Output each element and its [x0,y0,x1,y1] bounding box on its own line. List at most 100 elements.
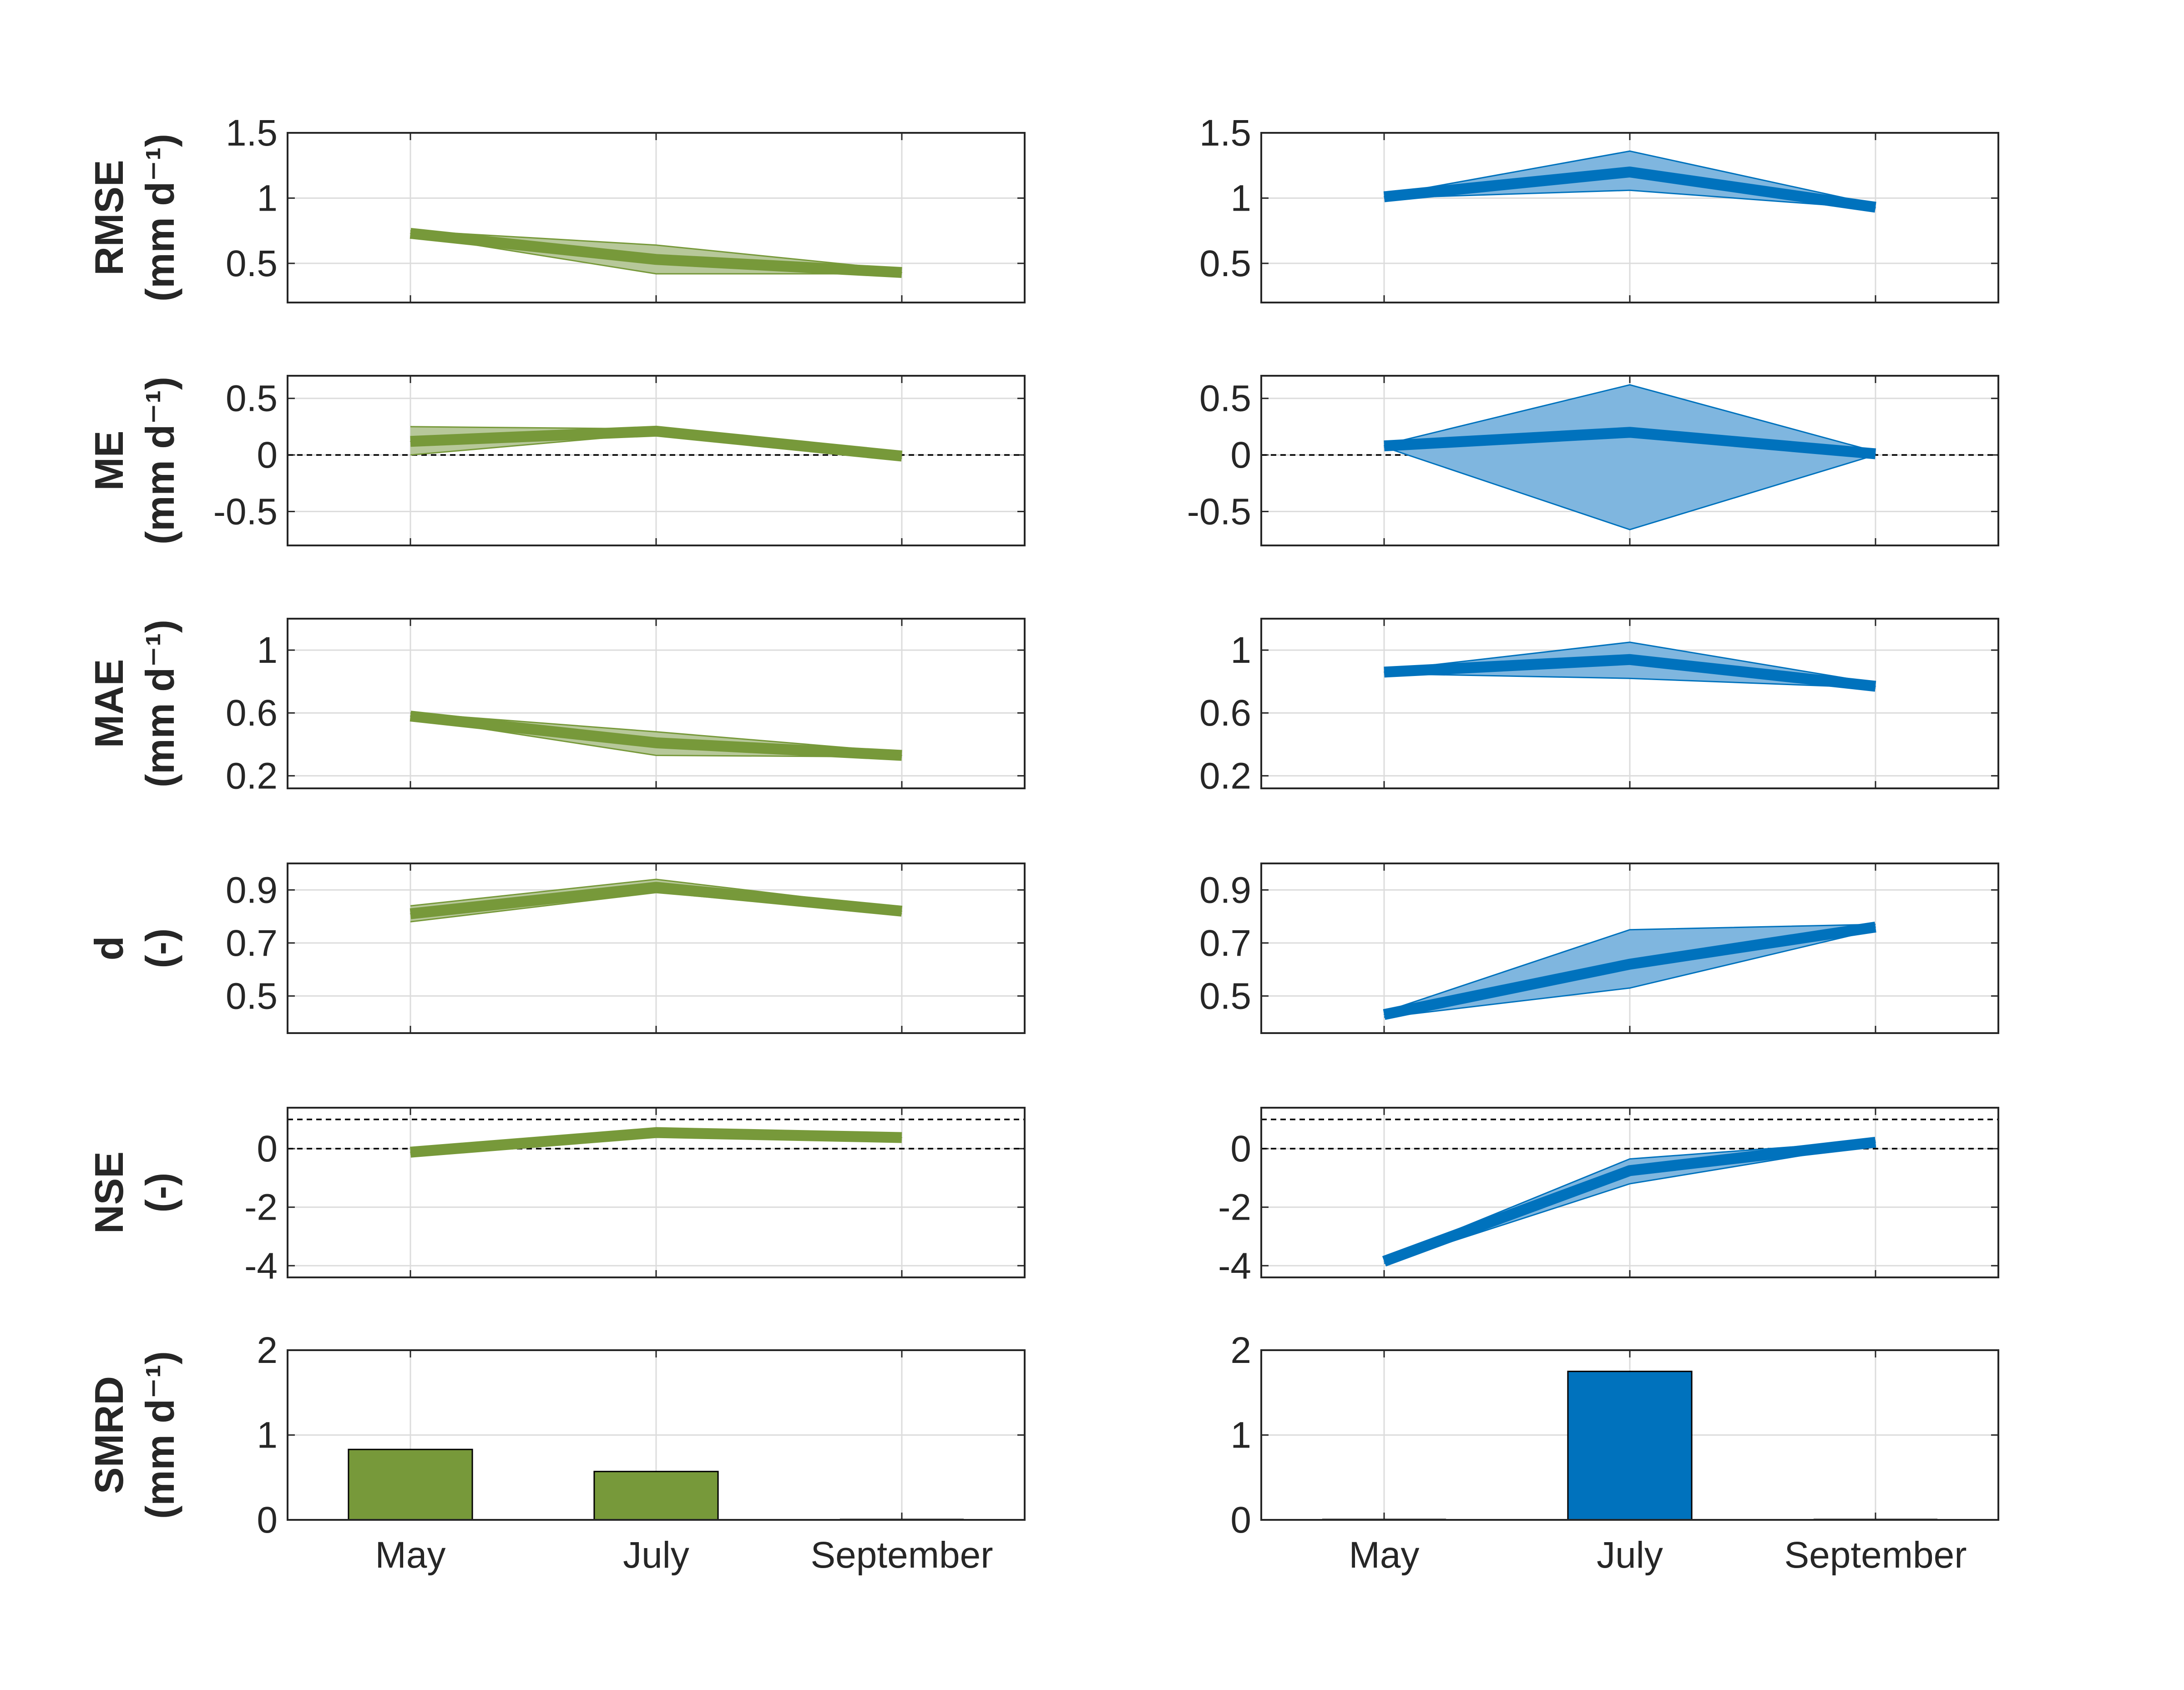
data-point [1875,926,1876,928]
panel-r2c2: -0.5 0 0.5 [1187,375,1999,546]
y-tick-label: 0.2 [226,755,278,797]
data-point [1875,207,1876,208]
axes-frame [1260,618,1999,789]
axes-frame [287,1349,1026,1521]
x-tick-label: July [623,1534,689,1576]
panel-r2c1: -0.5 0 0.5 ME (mm d⁻¹) [86,375,1026,546]
panel-r3c1: 0.2 0.6 1 MAE (mm d⁻¹) [86,618,1026,797]
y-tick-label: 0.9 [1199,869,1251,911]
data-point [901,1137,902,1138]
y-tick-label: 2 [1230,1330,1251,1371]
band-lower-edge [1384,673,1876,689]
y-tick-label: 1.5 [226,112,278,154]
data-point [656,259,657,260]
panel-r6c2: 0 1 2 May July September [1230,1330,1999,1576]
y-axis-label: RMSE [86,160,131,275]
data-point [410,913,411,914]
band-upper-edge [1384,150,1876,206]
panel-r5c1: -4 -2 0 NSE (-) [86,1107,1026,1286]
y-tick-label: 0.2 [1199,755,1251,797]
axes-frame [1260,1107,1999,1278]
panel-r4c1: 0.5 0.7 0.9 d (-) [86,863,1026,1034]
y-tick-label: 1 [1230,177,1251,219]
panel-r6c1: 0 1 2 May July September SMRD (mm d⁻¹) [86,1330,1026,1576]
y-axis-label: (-) [137,1173,182,1213]
y-axis-label: (mm d⁻¹) [137,377,182,545]
axes-frame [287,1107,1026,1278]
x-tick-label: September [1784,1534,1967,1576]
axes-frame [1260,1349,1999,1521]
y-axis-label: MAE [86,659,131,748]
uncertainty-band [1384,384,1876,530]
axes-frame [1260,863,1999,1034]
data-point [1384,1261,1385,1262]
y-tick-label: 0.5 [1199,378,1251,419]
axes-frame [1260,375,1999,546]
y-tick-label: -2 [244,1187,278,1228]
y-tick-label: 0 [257,434,278,476]
axes-frame [287,375,1026,546]
band-lower-edge [1384,446,1876,530]
axes-frame [1260,132,1999,303]
y-axis-label: (mm d⁻¹) [137,134,182,302]
panel-r4c2: 0.5 0.7 0.9 [1199,863,1999,1034]
data-point [656,1132,657,1133]
data-point [410,232,411,234]
data-point [1384,445,1385,447]
x-tick-label: May [375,1534,446,1576]
data-point [1629,432,1630,433]
y-tick-label: 0.5 [226,243,278,284]
y-tick-label: -4 [1218,1245,1251,1286]
data-point [656,742,657,743]
y-tick-label: 0 [257,1499,278,1541]
data-point [1875,1141,1876,1143]
panel-r1c2: 0.5 1 1.5 [1199,112,1999,303]
y-tick-label: -2 [1218,1187,1251,1228]
y-tick-label: 0 [1230,1128,1251,1170]
data-point [901,755,902,756]
y-tick-label: 0 [257,1128,278,1170]
data-point [901,272,902,273]
y-tick-label: 0.7 [226,923,278,964]
y-tick-label: 0.6 [1199,692,1251,734]
band-upper-edge [410,712,902,753]
y-axis-label: (mm d⁻¹) [137,620,182,787]
band-lower-edge [410,234,902,275]
panel-r5c2: -4 -2 0 [1218,1107,1999,1286]
y-tick-label: 0.5 [1199,243,1251,284]
y-tick-label: 1 [257,1415,278,1456]
data-point [1629,1170,1630,1171]
y-tick-label: 0.5 [1199,975,1251,1017]
y-tick-label: 1 [1230,1415,1251,1456]
x-tick-label: July [1597,1534,1663,1576]
data-point [410,441,411,442]
band-upper-edge [410,230,902,271]
y-tick-label: -4 [244,1245,278,1286]
y-tick-label: -0.5 [213,491,278,532]
y-tick-label: 2 [257,1330,278,1371]
data-point [901,910,902,912]
y-tick-label: 1 [257,177,278,219]
y-tick-label: 1.5 [1199,112,1251,154]
y-tick-label: 0.5 [226,378,278,419]
y-tick-label: 0.7 [1199,923,1251,964]
y-tick-label: 0 [1230,1499,1251,1541]
data-point [1875,686,1876,687]
data-point [901,455,902,457]
band-lower-edge [1384,189,1876,209]
data-point [656,887,657,888]
axes-frame [287,618,1026,789]
y-axis-label: SMRD [86,1376,131,1494]
y-tick-label: 0 [1230,434,1251,476]
y-tick-label: 1 [257,630,278,671]
bar [348,1448,473,1521]
data-point [1629,659,1630,660]
y-axis-label: ME [86,431,131,491]
y-axis-label: NSE [86,1151,131,1234]
y-tick-label: 0.9 [226,869,278,911]
panel-r3c2: 0.2 0.6 1 [1199,618,1999,797]
data-point [656,430,657,432]
x-tick-label: September [810,1534,993,1576]
